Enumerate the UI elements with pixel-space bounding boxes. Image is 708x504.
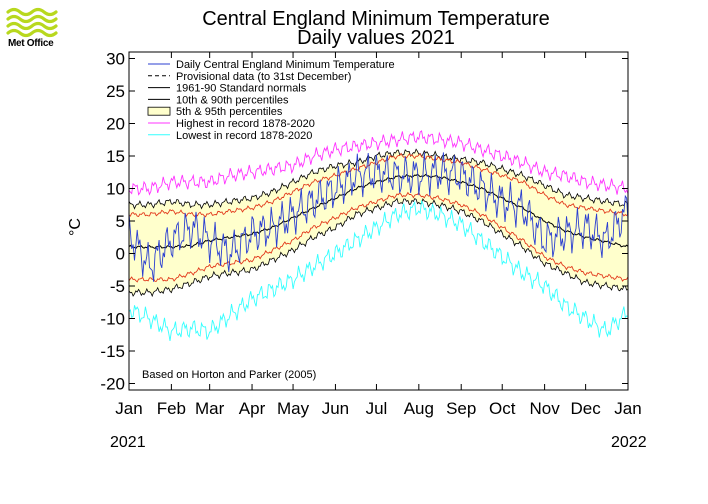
y-tick-label: 30 [106, 50, 125, 69]
x-tick-label: Feb [157, 399, 186, 418]
chart-subtitle: Daily values 2021 [297, 27, 455, 49]
x-tick-label: Apr [239, 399, 266, 418]
legend-label: 10th & 90th percentiles [176, 94, 289, 106]
logo-wave [6, 14, 58, 24]
x-tick-label: Dec [571, 399, 602, 418]
x-tick-label: Aug [404, 399, 434, 418]
legend: Daily Central England Minimum Temperatur… [147, 59, 395, 142]
x-tick-label: Jan [614, 399, 641, 418]
line-highest-record [128, 130, 629, 196]
line-90th-percentile [128, 152, 629, 218]
y-tick-label: -15 [100, 342, 125, 361]
legend-label: Daily Central England Minimum Temperatur… [176, 59, 395, 71]
y-tick-label: -5 [110, 277, 125, 296]
x-tick-label: Jan [115, 399, 142, 418]
legend-label: 5th & 95th percentiles [176, 106, 283, 118]
y-tick-label: 0 [116, 245, 125, 264]
x-tick-label: Nov [529, 399, 560, 418]
axes: 30 25 20 15 10 5 0 -5 -10 -15 -20 Jan Feb Mar Apr May Ju… [100, 50, 641, 419]
y-tick-label: 5 [116, 212, 125, 231]
x-tick-label: May [277, 399, 310, 418]
legend-label: Lowest in record 1878-2020 [176, 130, 312, 142]
met-office-logo [6, 6, 58, 58]
legend-label: Highest in record 1878-2020 [176, 118, 315, 130]
x-tick-label: Sep [446, 399, 476, 418]
line-lowest-record [128, 199, 629, 341]
y-tick-label: 20 [106, 115, 125, 134]
legend-label: Provisional data (to 31st December) [176, 71, 351, 83]
line-1961-90-normal [128, 173, 629, 250]
y-tick-label: -20 [100, 375, 125, 394]
met-office-logo-text: Met Office [8, 38, 54, 49]
y-tick-label: 15 [106, 147, 125, 166]
legend-label: 1961-90 Standard normals [176, 83, 307, 95]
year-start-label: 2021 [110, 434, 146, 451]
y-tick-label: -10 [100, 310, 125, 329]
line-95th-percentile [128, 148, 629, 210]
source-note: Based on Horton and Parker (2005) [142, 369, 316, 381]
y-tick-label: 25 [106, 82, 125, 101]
x-tick-label: Mar [195, 399, 225, 418]
line-5th-percentile [128, 197, 629, 298]
logo-wave [6, 21, 58, 31]
logo-wave [6, 7, 58, 17]
chart-title: Central England Minimum Temperature [202, 8, 550, 30]
y-tick-label: 10 [106, 180, 125, 199]
line-daily-minimum [128, 152, 629, 282]
logo-wave [6, 28, 58, 38]
met-office-wave-icon [6, 7, 58, 38]
line-10th-percentile [128, 191, 629, 283]
y-axis-label: °C [67, 218, 84, 236]
series-lines [128, 130, 629, 341]
x-tick-label: Jul [366, 399, 388, 418]
legend-swatch-box [147, 106, 171, 116]
year-end-label: 2022 [611, 434, 647, 451]
x-tick-label: Oct [489, 399, 516, 418]
x-tick-label: Jun [322, 399, 349, 418]
